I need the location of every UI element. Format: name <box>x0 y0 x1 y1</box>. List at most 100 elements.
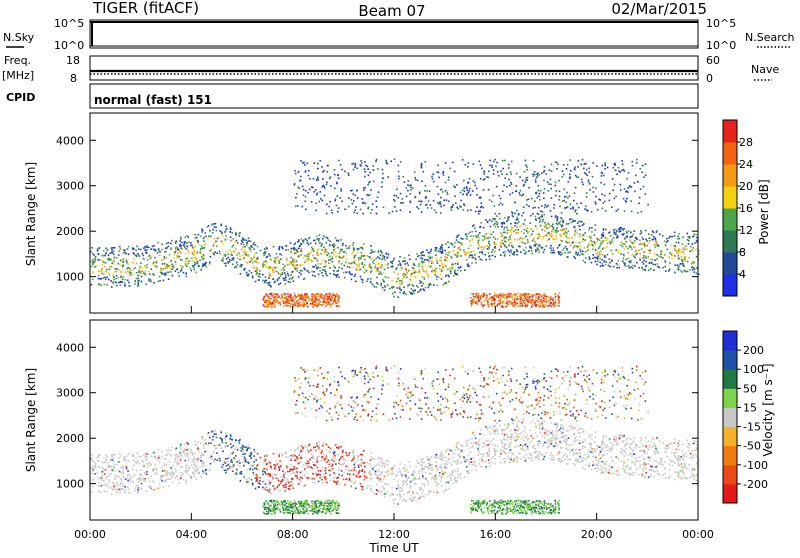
echo-cell <box>276 253 278 255</box>
echo-cell <box>472 180 474 182</box>
echo-cell <box>135 250 137 252</box>
echo-cell <box>268 306 270 308</box>
echo-cell <box>243 244 245 246</box>
echo-cell <box>305 209 307 211</box>
echo-cell <box>189 467 191 469</box>
echo-cell <box>466 186 468 188</box>
echo-cell <box>547 205 549 207</box>
echo-cell <box>320 160 322 162</box>
echo-cell <box>528 250 530 252</box>
echo-cell <box>525 165 527 167</box>
echo-cell <box>526 166 528 168</box>
echo-cell <box>606 246 608 248</box>
nsky-tick-top: 10^5 <box>54 17 84 30</box>
echo-cell <box>294 298 296 300</box>
echo-cell <box>243 258 245 260</box>
echo-cell <box>572 206 574 208</box>
echo-cell <box>185 272 187 274</box>
echo-cell <box>479 197 481 199</box>
echo-cell <box>138 285 140 287</box>
echo-cell <box>197 458 199 460</box>
echo-cell <box>617 235 619 237</box>
echo-cell <box>490 226 492 228</box>
echo-cell <box>475 302 477 304</box>
echo-cell <box>360 209 362 211</box>
echo-cell <box>186 483 188 485</box>
echo-cell <box>633 246 635 248</box>
echo-cell <box>356 264 358 266</box>
echo-cell <box>683 253 685 255</box>
echo-cell <box>569 218 571 220</box>
echo-cell <box>264 251 266 253</box>
echo-cell <box>488 189 490 191</box>
echo-cell <box>662 474 664 476</box>
colorbar-segment <box>723 120 737 143</box>
echo-cell <box>344 265 346 267</box>
echo-cell <box>307 242 309 244</box>
echo-cell <box>623 435 625 437</box>
echo-cell <box>231 255 233 257</box>
echo-cell <box>105 262 107 264</box>
echo-cell <box>654 253 656 255</box>
echo-cell <box>514 222 516 224</box>
echo-cell <box>329 293 331 295</box>
echo-cell <box>175 241 177 243</box>
echo-cell <box>551 216 553 218</box>
echo-cell <box>378 273 380 275</box>
echo-cell <box>296 300 298 302</box>
echo-cell <box>397 274 399 276</box>
echo-cell <box>550 252 552 254</box>
echo-cell <box>343 458 345 460</box>
echo-cell <box>92 460 94 462</box>
echo-cell <box>373 181 375 183</box>
echo-cell <box>269 282 271 284</box>
echo-cell <box>113 254 115 256</box>
echo-cell <box>693 454 695 456</box>
echo-cell <box>569 238 571 240</box>
echo-cell <box>353 261 355 263</box>
echo-cell <box>429 260 431 262</box>
echo-cell <box>560 254 562 256</box>
echo-cell <box>166 243 168 245</box>
echo-cell <box>377 283 379 285</box>
echo-cell <box>544 230 546 232</box>
echo-cell <box>351 279 353 281</box>
echo-cell <box>538 304 540 306</box>
echo-cell <box>639 259 641 261</box>
echo-cell <box>414 171 416 173</box>
echo-cell <box>253 474 255 476</box>
echo-cell <box>688 257 690 259</box>
echo-cell <box>524 237 526 239</box>
echo-cell <box>318 294 320 296</box>
echo-cell <box>222 466 224 468</box>
echo-cell <box>626 190 628 192</box>
echo-cell <box>340 251 342 253</box>
echo-cell <box>456 237 458 239</box>
echo-cell <box>118 277 120 279</box>
echo-cell <box>643 255 645 257</box>
echo-cell <box>306 260 308 262</box>
echo-cell <box>370 189 372 191</box>
echo-cell <box>175 456 177 458</box>
echo-cell <box>597 460 599 462</box>
echo-cell <box>241 473 243 475</box>
echo-cell <box>685 271 687 273</box>
echo-cell <box>442 191 444 193</box>
echo-cell <box>589 227 591 229</box>
echo-cell <box>512 212 514 214</box>
echo-cell <box>410 187 412 189</box>
echo-cell <box>130 272 132 274</box>
echo-cell <box>345 245 347 247</box>
echo-cell <box>534 171 536 173</box>
echo-cell <box>367 168 369 170</box>
echo-cell <box>644 246 646 248</box>
echo-cell <box>555 161 557 163</box>
echo-cell <box>273 477 275 479</box>
echo-cell <box>473 293 475 295</box>
echo-cell <box>511 214 513 216</box>
echo-cell <box>403 276 405 278</box>
echo-cell <box>285 283 287 285</box>
echo-cell <box>253 243 255 245</box>
echo-cell <box>671 443 673 445</box>
echo-cell <box>461 451 463 453</box>
